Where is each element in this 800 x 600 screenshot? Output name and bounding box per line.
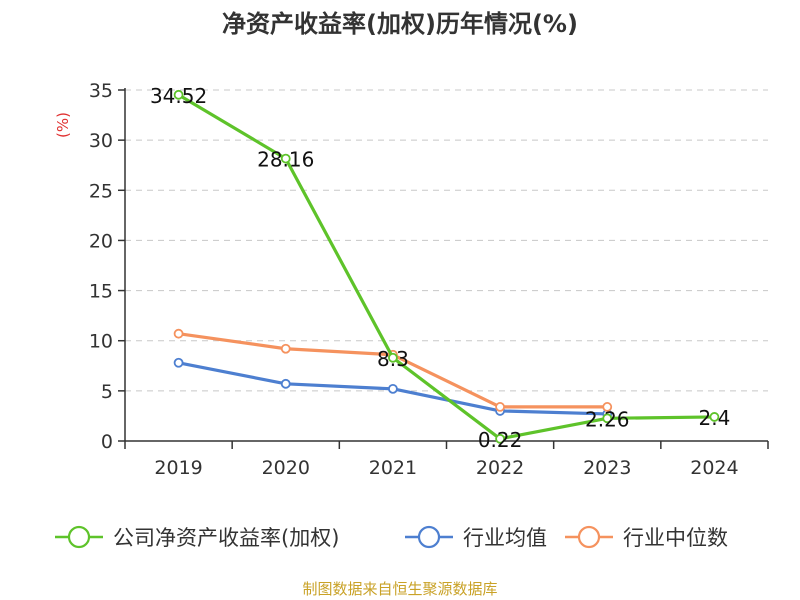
data-labels: 34.52 28.16 8.3 0.22 2.26 2.4 [150,84,730,452]
series-point-2-3 [495,402,505,412]
x-tick-label-2020: 2020 [262,457,310,479]
y-tick-label: 25 [89,180,113,202]
series-point-1-2 [388,383,398,394]
data-label-2019: 34.52 [150,84,207,108]
legend-swatch-circle [67,525,91,549]
data-label-2021: 8.3 [377,347,409,371]
x-tick-label-2023: 2023 [583,457,631,479]
series-point-1-0 [173,357,184,368]
y-axis-label: (%) [54,112,72,138]
legend-label: 行业中位数 [623,526,728,550]
x-tick-label-2021: 2021 [369,457,417,479]
series-point-0-0 [173,89,184,100]
source-note: 制图数据来自恒生聚源数据库 [302,580,497,598]
legend-label: 公司净资产收益率(加权) [113,526,339,550]
y-tick-label: 35 [89,80,113,102]
x-tick-label-2024: 2024 [690,457,738,479]
axes: 0 5 10 15 20 25 30 35 2019 2020 2021 2022 2023 2024 [89,80,769,479]
data-label-2023: 2.26 [585,407,630,431]
y-tick-label: 5 [101,381,113,403]
chart-title: 净资产收益率(加权)历年情况(%) [222,10,578,38]
y-tick-label: 30 [89,130,113,152]
x-tick-label-2022: 2022 [476,457,524,479]
series-line-0 [177,93,715,441]
data-label-2020: 28.16 [257,148,314,172]
legend[interactable]: 公司净资产收益率(加权) 行业均值 行业中位数 [55,525,728,550]
legend-swatch-circle [577,525,601,549]
data-label-2022: 0.22 [478,428,523,452]
series-layer [173,89,720,444]
legend-item-1[interactable]: 行业均值 [405,525,547,550]
y-tick-label: 15 [89,281,113,303]
gridlines [125,89,768,392]
y-tick-label: 10 [89,331,113,353]
series-point-2-4 [602,402,613,412]
series-point-2-1 [280,343,291,354]
legend-label: 行业均值 [463,526,547,550]
legend-item-2[interactable]: 行业中位数 [565,525,728,550]
series-point-0-5 [709,412,720,422]
series-point-1-1 [280,378,291,389]
series-point-2-0 [173,328,184,339]
legend-item-0[interactable]: 公司净资产收益率(加权) [55,525,339,550]
series-point-0-4 [602,413,613,424]
x-tick-label-2019: 2019 [154,457,202,479]
series-point-0-3 [495,433,505,444]
data-label-2024: 2.4 [699,406,731,430]
series-point-0-2 [388,352,398,363]
legend-swatch-circle [417,525,441,549]
series-point-0-1 [280,153,291,164]
y-tick-label: 20 [89,230,113,252]
y-tick-label: 0 [101,431,113,453]
